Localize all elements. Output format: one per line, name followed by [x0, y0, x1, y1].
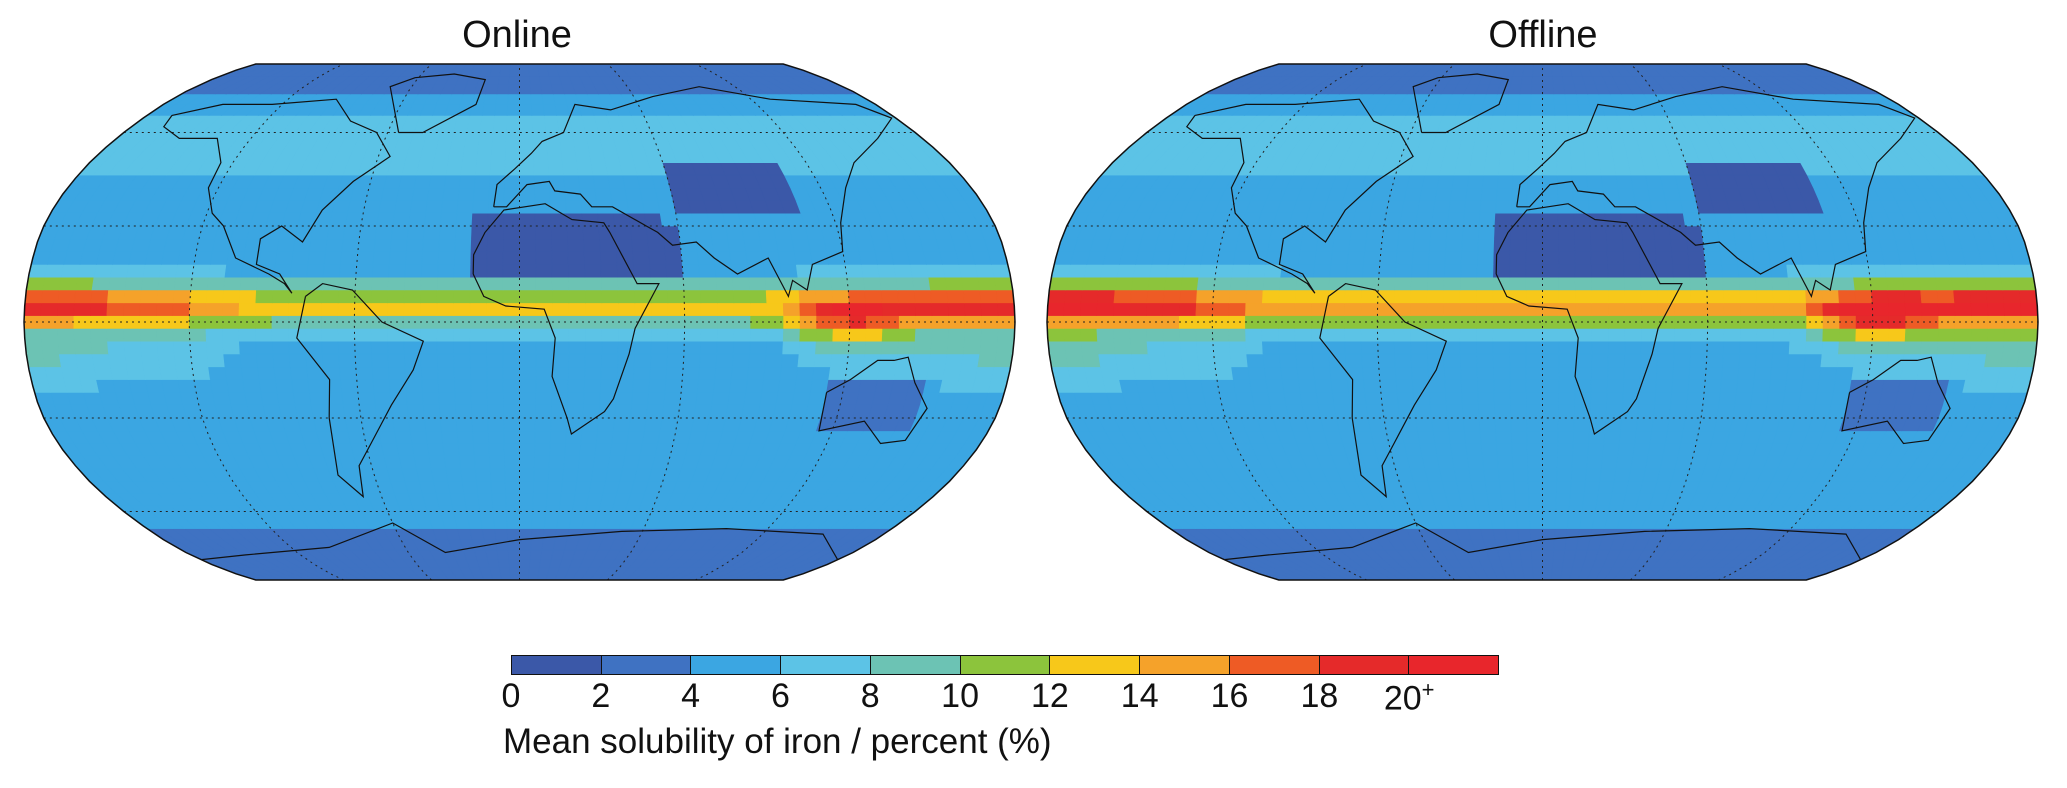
colorbar-bin-16-18 [1229, 656, 1320, 674]
colorbar-bin-4-6 [691, 656, 782, 674]
colorbar-bin-2-4 [601, 656, 692, 674]
colorbar-tick-4: 4 [681, 677, 701, 715]
map-online [23, 63, 1016, 581]
colorbar-bin-0-2 [512, 656, 602, 674]
panel-title-online: Online [462, 14, 572, 56]
map-outline-offline [1046, 63, 2039, 581]
colorbar-bin-8-10 [870, 656, 961, 674]
colorbar [511, 655, 1499, 675]
colorbar-tick-14: 14 [1120, 677, 1159, 715]
colorbar-label: Mean solubility of iron / percent (%) [503, 722, 1052, 761]
colorbar-bin-20+ [1409, 656, 1499, 674]
colorbar-tick-18: 18 [1300, 677, 1339, 715]
colorbar-tick-2: 2 [591, 677, 611, 715]
colorbar-bin-12-14 [1050, 656, 1141, 674]
graticule-online [24, 64, 1015, 580]
map-outline-online [23, 63, 1016, 581]
colorbar-tick-12: 12 [1030, 677, 1069, 715]
map-offline [1046, 63, 2039, 581]
map-field-offline [1047, 64, 2038, 580]
colorbar-tick-6: 6 [770, 677, 790, 715]
coastlines-online [162, 73, 928, 561]
colorbar-tick-10: 10 [941, 677, 979, 715]
colorbar-bin-14-16 [1140, 656, 1230, 674]
colorbar-tick-20: 20+ [1383, 677, 1435, 718]
graticule-offline [1047, 64, 2038, 580]
colorbar-bin-18-20 [1319, 656, 1410, 674]
colorbar-bin-10-12 [960, 656, 1051, 674]
colorbar-tick-0: 0 [501, 677, 521, 715]
colorbar-tick-8: 8 [860, 677, 880, 715]
coastlines-offline [1185, 73, 1951, 561]
colorbar-tick-16: 16 [1210, 677, 1249, 715]
panel-title-offline: Offline [1488, 14, 1598, 56]
colorbar-bin-6-8 [781, 656, 871, 674]
